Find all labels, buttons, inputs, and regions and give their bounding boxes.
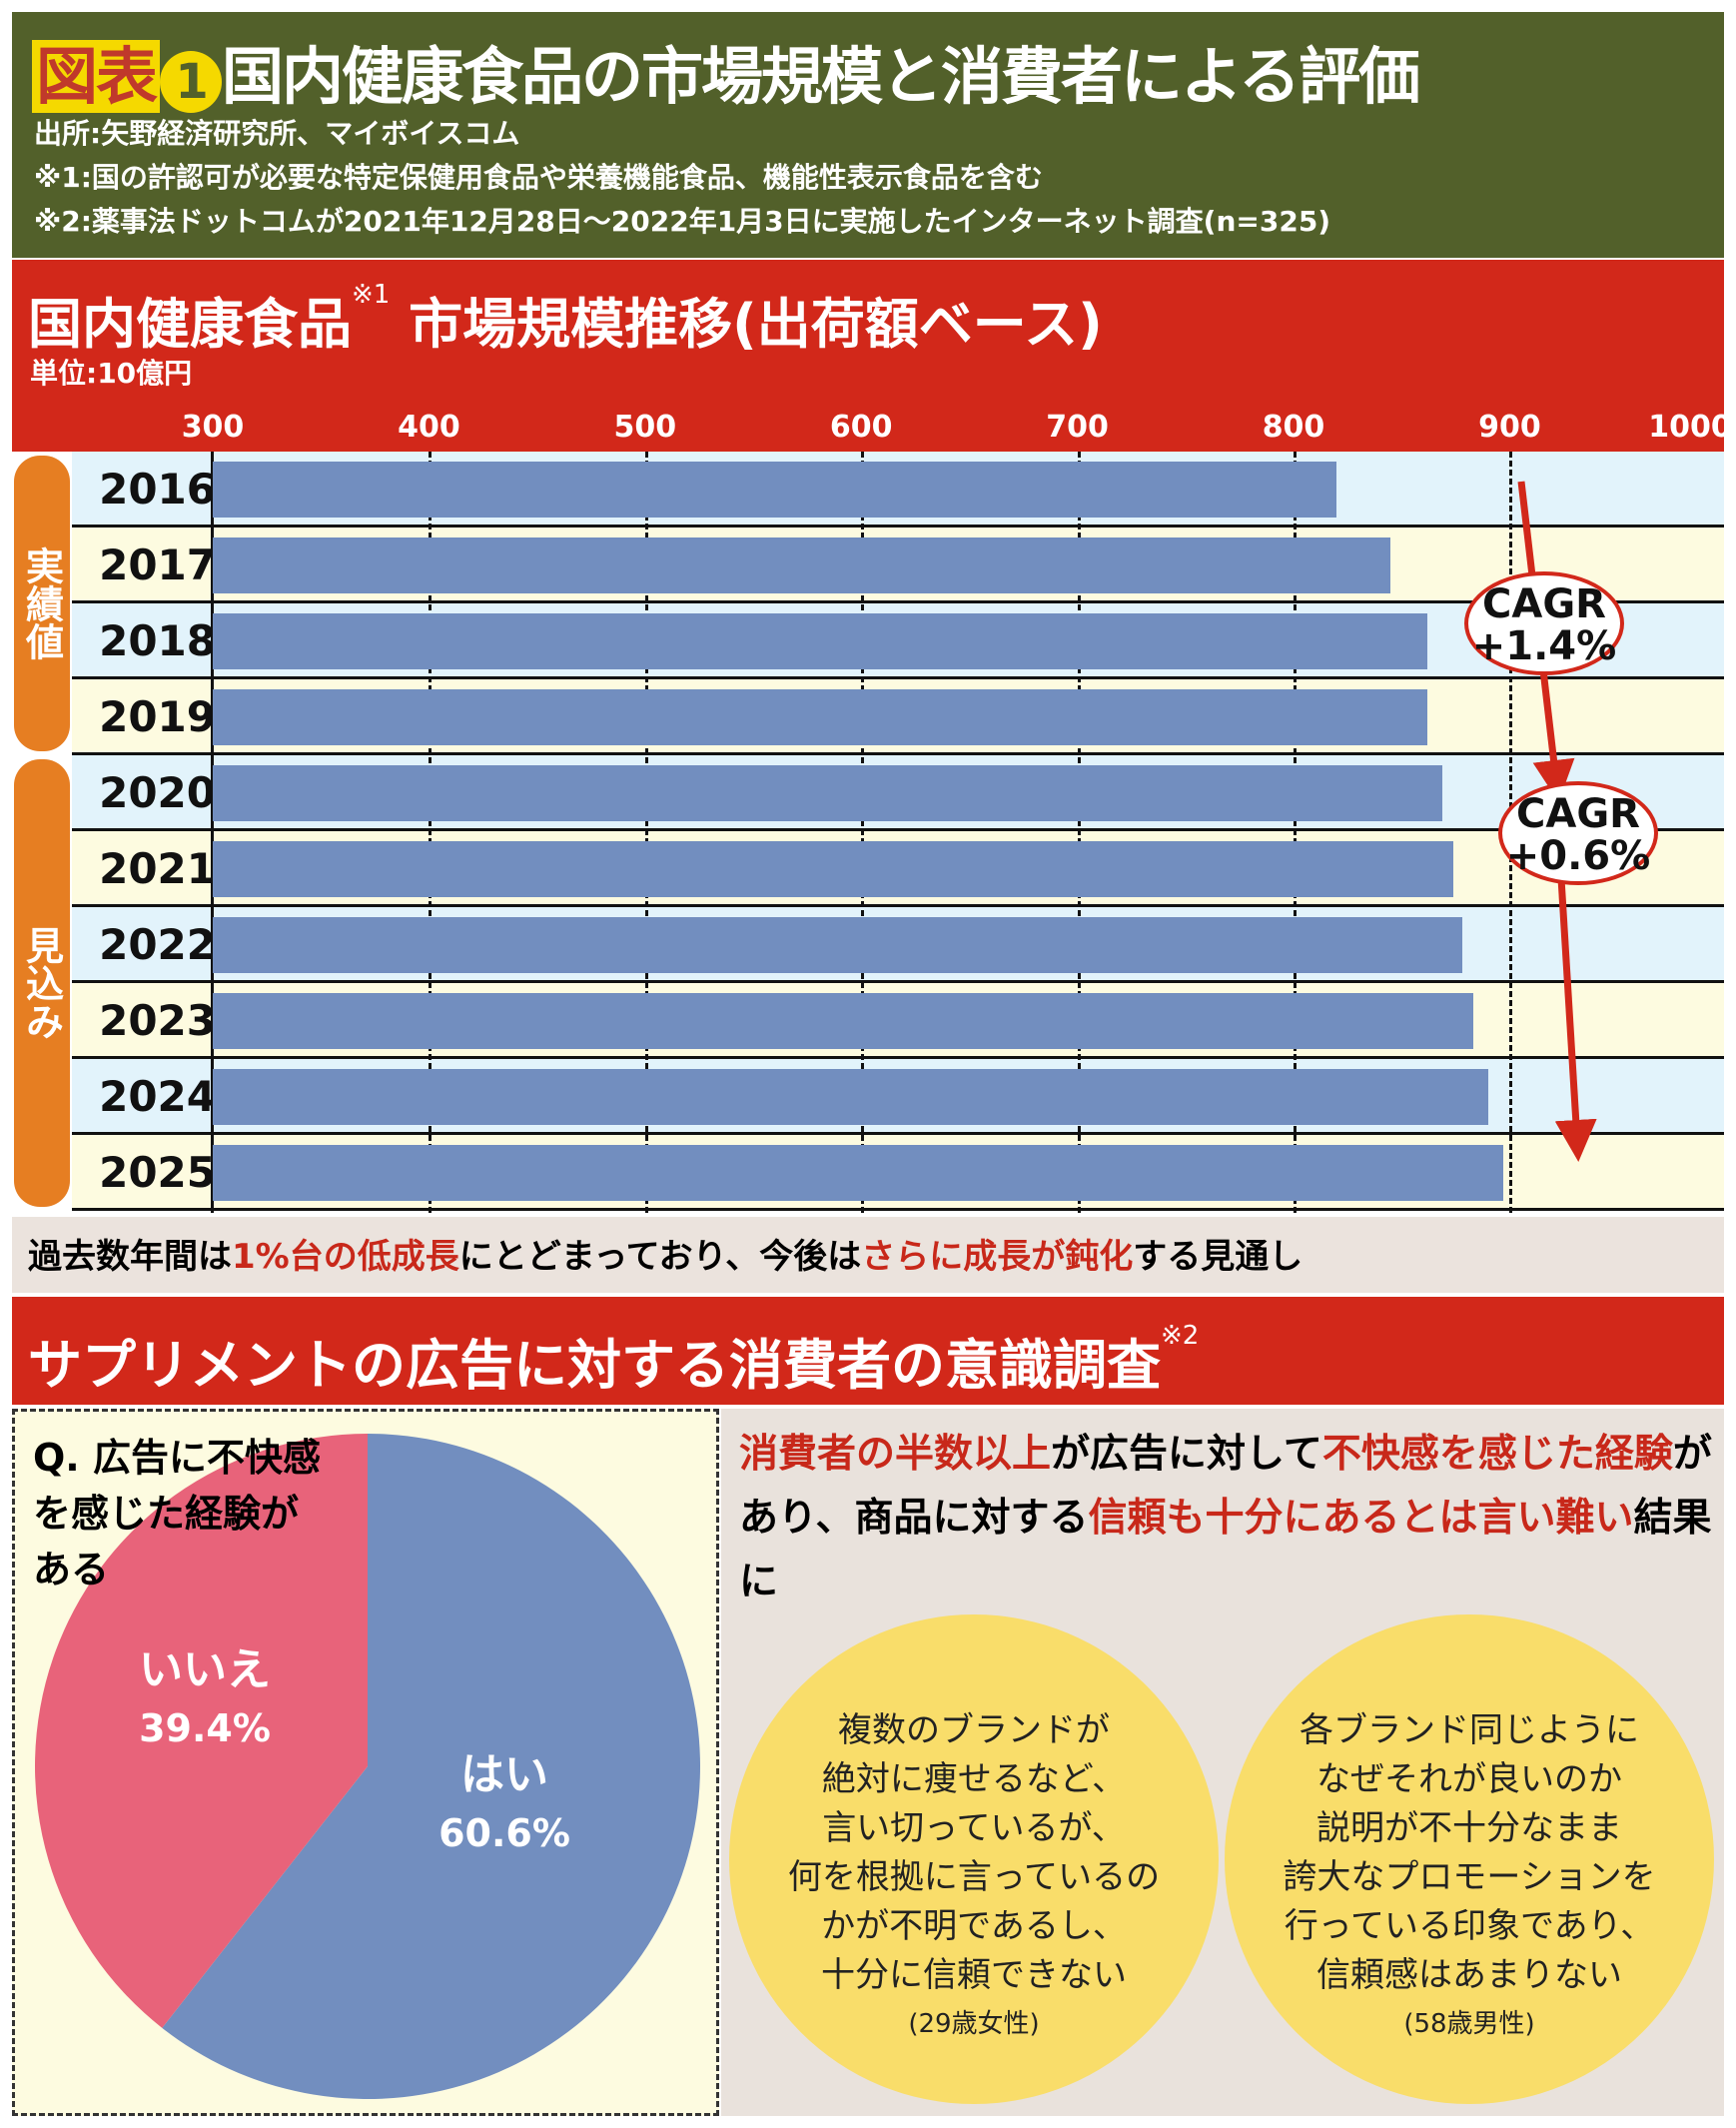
- bar-2016: [213, 462, 1337, 518]
- survey-title: サプリメントの広告に対する消費者の意識調査: [28, 1334, 1161, 1397]
- year-label: 2025: [99, 1148, 216, 1197]
- header-panel: 図表 1 国内健康食品の市場規模と消費者による評価 出所:矢野経済研究所、マイボイス…: [12, 12, 1724, 258]
- x-tick-label: 1000: [1648, 410, 1732, 445]
- year-label: 2016: [99, 465, 216, 514]
- pie-label-yes: はい 60.6%: [438, 1749, 570, 1855]
- cagr-badge: CAGR +0.6%: [1498, 781, 1658, 885]
- cagr-badge: CAGR +1.4%: [1464, 571, 1624, 675]
- footnote-2: ※2:薬事法ドットコムが2021年12月28日〜2022年1月3日に実施したイン…: [34, 205, 1331, 238]
- pie-panel: Q. 広告に不快感を感じた経験がある いいえ 39.4% はい 60.6%: [12, 1409, 719, 2116]
- chart-title: 国内健康食品※1 市場規模推移(出荷額ベース): [28, 280, 1103, 356]
- survey-footnote-mark: ※2: [1161, 1321, 1200, 1351]
- quote-author: (58歳男性): [1403, 2009, 1535, 2039]
- bar-2020: [213, 765, 1443, 821]
- year-label: 2019: [99, 692, 216, 741]
- bar-2024: [213, 1069, 1488, 1125]
- source-note: 出所:矢野経済研究所、マイボイスコム: [34, 117, 520, 150]
- bar-2018: [213, 613, 1428, 669]
- year-label: 2018: [99, 616, 216, 665]
- bar-chart: 2016 2017 2018 2019 2020 2021 2022 2023 2024 2025…: [12, 452, 1724, 1213]
- pie-slice-no: [34, 1434, 369, 2028]
- bar-2019: [213, 689, 1428, 745]
- pie-slice-yes: [162, 1434, 700, 2099]
- year-label: 2024: [99, 1072, 216, 1121]
- gridline: [861, 452, 865, 1213]
- quote-bubble: 各ブランド同じように なぜそれが良いのか 説明が不十分なまま 誇大なプロモーショ…: [1225, 1614, 1714, 2104]
- year-label: 2020: [99, 768, 216, 817]
- pie-chart: [34, 1434, 700, 2099]
- x-tick-label: 700: [1046, 410, 1109, 445]
- gridline: [644, 452, 648, 1213]
- year-label: 2022: [99, 920, 216, 969]
- quote-text: 複数のブランドが 絶対に痩せるなど、 言い切っているが、 何を根拠に言っているの…: [787, 1710, 1161, 1995]
- x-tick-label: 800: [1262, 410, 1325, 445]
- footnote-1: ※1:国の許認可が必要な特定保健用食品や栄養機能食品、機能性表示食品を含む: [34, 161, 1043, 194]
- bar-2025: [213, 1145, 1503, 1201]
- figure-number: 1: [160, 51, 223, 113]
- bar-2022: [213, 917, 1462, 973]
- unit-label: 単位:10億円: [30, 357, 193, 390]
- market-chart-header: 国内健康食品※1 市場規模推移(出荷額ベース) 単位:10億円 300 400 50…: [12, 260, 1732, 452]
- gridline: [1077, 452, 1081, 1213]
- y-axis-line: [211, 452, 214, 1213]
- bar-2023: [213, 993, 1473, 1049]
- gridline: [429, 452, 433, 1213]
- x-tick-label: 400: [398, 410, 460, 445]
- x-tick-label: 900: [1478, 410, 1541, 445]
- quote-text: 各ブランド同じように なぜそれが良いのか 説明が不十分なまま 誇大なプロモーショ…: [1283, 1710, 1656, 1995]
- quote-author: (29歳女性): [908, 2009, 1040, 2039]
- group-label: 実績値: [14, 456, 70, 751]
- year-label: 2021: [99, 844, 216, 893]
- cagr-trend-arrow: [1517, 481, 1597, 1162]
- x-tick-label: 600: [829, 410, 893, 445]
- figure-tag: 図表: [32, 40, 161, 113]
- bar-2021: [213, 841, 1454, 897]
- findings-text: 消費者の半数以上が広告に対して不快感を感じた経験があり、商品に対する信頼も十分に…: [739, 1432, 1712, 1604]
- year-label: 2023: [99, 996, 216, 1045]
- bar-2017: [213, 537, 1391, 593]
- chart-summary: 過去数年間は1%台の低成長にとどまっており、今後はさらに成長が鈍化する見通し: [12, 1217, 1724, 1293]
- survey-findings: 消費者の半数以上が広告に対して不快感を感じた経験があり、商品に対する信頼も十分に…: [721, 1409, 1724, 2116]
- quote-bubble: 複数のブランドが 絶対に痩せるなど、 言い切っているが、 何を根拠に言っているの…: [729, 1614, 1219, 2104]
- title-text: 国内健康食品の市場規模と消費者による評価: [222, 40, 1420, 113]
- group-label: 見込み: [14, 759, 70, 1207]
- x-tick-label: 300: [181, 410, 245, 445]
- year-label: 2017: [99, 540, 216, 589]
- x-tick-label: 500: [613, 410, 677, 445]
- pie-label-no: いいえ 39.4%: [139, 1644, 271, 1750]
- gridline: [1294, 452, 1297, 1213]
- main-title: 図表 1 国内健康食品の市場規模と消費者による評価: [32, 26, 1420, 116]
- survey-header: サプリメントの広告に対する消費者の意識調査※2: [12, 1297, 1724, 1405]
- survey-question: Q. 広告に不快感を感じた経験がある: [33, 1436, 321, 1592]
